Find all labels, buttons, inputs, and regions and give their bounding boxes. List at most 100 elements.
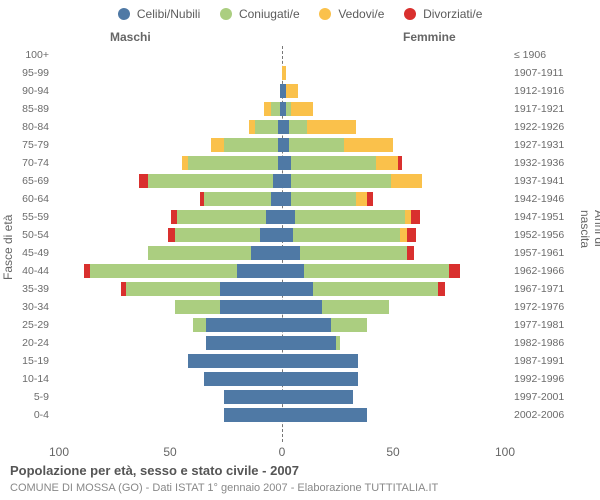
bar-segment-female (344, 138, 393, 152)
birth-year-label: 1967-1971 (514, 280, 564, 298)
bar-segment-female (304, 264, 449, 278)
bar-segment-female (376, 156, 398, 170)
bar-segment-female (286, 84, 297, 98)
bar-segment-female (449, 264, 460, 278)
legend-label: Celibi/Nubili (137, 7, 200, 21)
bar-segment-male (220, 282, 282, 296)
bar-segment-male (204, 192, 271, 206)
legend-item-coniugati: Coniugati/e (220, 6, 300, 21)
age-label: 10-14 (22, 370, 49, 388)
birth-year-label: 1927-1931 (514, 136, 564, 154)
bar-segment-male (255, 120, 277, 134)
bar-segment-male (224, 390, 282, 404)
bar-segment-female (291, 174, 391, 188)
bar-segment-female (400, 228, 407, 242)
bar-segment-female (282, 210, 295, 224)
birth-year-label: 1937-1941 (514, 172, 564, 190)
bar-segment-male (188, 156, 277, 170)
bar-segment-male (206, 336, 282, 350)
bar-segment-female (282, 282, 313, 296)
birth-year-label: 1912-1916 (514, 82, 564, 100)
legend-item-celibi: Celibi/Nubili (118, 6, 201, 21)
pyramid-row (59, 84, 505, 98)
bar-segment-female (291, 156, 376, 170)
birth-year-label: 1947-1951 (514, 208, 564, 226)
age-label: 25-29 (22, 316, 49, 334)
bar-segment-female (282, 192, 291, 206)
bar-segment-female (282, 120, 289, 134)
legend-swatch (118, 8, 130, 20)
legend-swatch (319, 8, 331, 20)
bar-segment-male (220, 300, 282, 314)
bar-segment-female (307, 120, 356, 134)
legend-swatch (220, 8, 232, 20)
birth-year-label: 1922-1926 (514, 118, 564, 136)
bar-segment-female (289, 138, 345, 152)
bar-segment-male (182, 156, 189, 170)
age-label: 35-39 (22, 280, 49, 298)
birth-year-label: 2002-2006 (514, 406, 564, 424)
bar-segment-female (282, 246, 300, 260)
birth-year-label: 1932-1936 (514, 154, 564, 172)
bar-segment-female (407, 228, 416, 242)
chart-title: Popolazione per età, sesso e stato civil… (10, 463, 299, 478)
pyramid-row (59, 246, 505, 260)
bar-segment-male (251, 246, 282, 260)
bar-segment-male (211, 138, 224, 152)
bar-segment-male (266, 210, 282, 224)
pyramid-row (59, 282, 505, 296)
bar-segment-female (282, 354, 358, 368)
age-label: 90-94 (22, 82, 49, 100)
bar-segment-female (282, 138, 289, 152)
bar-segment-female (331, 318, 367, 332)
bar-segment-female (282, 390, 353, 404)
birth-year-label: 1997-2001 (514, 388, 564, 406)
bar-segment-male (121, 282, 125, 296)
age-label: 40-44 (22, 262, 49, 280)
bar-segment-female (336, 336, 340, 350)
bar-segment-male (148, 174, 273, 188)
bar-segment-male (175, 228, 260, 242)
age-label: 80-84 (22, 118, 49, 136)
bar-segment-male (175, 300, 220, 314)
bar-segment-male (264, 102, 271, 116)
pyramid-row (59, 354, 505, 368)
pyramid-row (59, 120, 505, 134)
bar-segment-male (206, 318, 282, 332)
bar-segment-female (282, 228, 293, 242)
bar-segment-male (188, 354, 282, 368)
pyramid-row (59, 192, 505, 206)
pyramid-row (59, 300, 505, 314)
pyramid-row (59, 138, 505, 152)
birth-year-label: 1917-1921 (514, 100, 564, 118)
birth-year-label: 1982-1986 (514, 334, 564, 352)
bar-segment-male (273, 174, 282, 188)
bar-segment-female (300, 246, 407, 260)
x-tick-label: 100 (49, 445, 69, 459)
bar-segment-male (139, 174, 148, 188)
x-tick-label: 0 (279, 445, 286, 459)
bar-segment-male (224, 138, 278, 152)
pyramid-row (59, 390, 505, 404)
birth-year-label: 1942-1946 (514, 190, 564, 208)
chart-subtitle: COMUNE DI MOSSA (GO) - Dati ISTAT 1° gen… (10, 482, 438, 494)
age-label: 85-89 (22, 100, 49, 118)
birth-year-label: 1992-1996 (514, 370, 564, 388)
bar-segment-male (224, 408, 282, 422)
age-label: 55-59 (22, 208, 49, 226)
bar-segment-male (171, 210, 178, 224)
age-label: 75-79 (22, 136, 49, 154)
legend-item-divorziati: Divorziati/e (404, 6, 483, 21)
bar-segment-male (168, 228, 175, 242)
bar-segment-female (282, 300, 322, 314)
age-label: 30-34 (22, 298, 49, 316)
legend: Celibi/Nubili Coniugati/e Vedovi/e Divor… (0, 6, 600, 21)
legend-label: Divorziati/e (423, 7, 482, 21)
x-tick-label: 100 (495, 445, 515, 459)
birth-year-label: ≤ 1906 (514, 46, 546, 64)
birth-year-label: 1907-1911 (514, 64, 563, 82)
pyramid-row (59, 66, 505, 80)
bar-segment-female (282, 408, 367, 422)
pyramid-row (59, 174, 505, 188)
birth-year-label: 1962-1966 (514, 262, 564, 280)
